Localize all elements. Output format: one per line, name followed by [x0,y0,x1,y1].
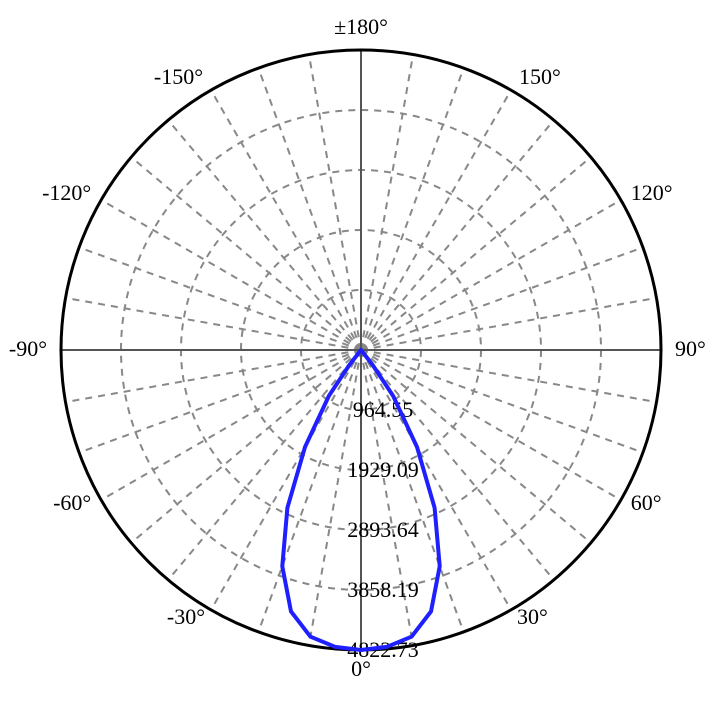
angle-label: 30° [517,604,548,629]
grid-spoke [361,298,656,350]
polar-chart: 964.551929.092893.643858.194822.73 ±180°… [0,0,723,701]
ring-label: 1929.09 [347,457,419,482]
grid-spoke [361,350,656,402]
angle-label: -60° [53,490,91,515]
grid-spoke [66,298,361,350]
angle-label: -90° [9,336,47,361]
ring-label: 2893.64 [347,517,419,542]
grid-spoke [361,157,591,350]
grid-spoke [361,350,591,543]
grid-spoke [131,157,361,350]
angle-label: -120° [42,180,91,205]
angle-label: -30° [167,604,205,629]
grid-spoke [168,350,361,580]
angle-label: 60° [631,490,662,515]
ring-label: 3858.19 [347,577,419,602]
angle-label: 0° [351,656,371,681]
grid-spoke [361,55,413,350]
grid-spoke [361,120,554,350]
grid-spoke [66,350,361,402]
angle-label: ±180° [334,14,388,39]
grid-spoke [168,120,361,350]
angle-label: 120° [631,180,673,205]
grid-spoke [309,55,361,350]
grid-spoke [131,350,361,543]
angle-label: 150° [519,64,561,89]
angle-label: 90° [675,336,706,361]
angle-label: -150° [154,64,203,89]
